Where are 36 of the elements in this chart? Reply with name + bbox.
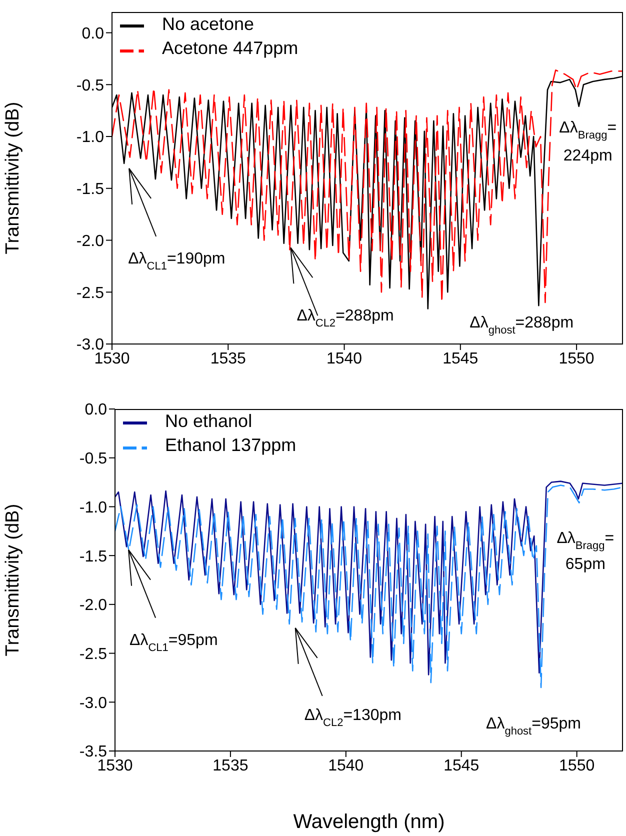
y-tick-label: -2.0	[76, 232, 104, 250]
y-tick-label: 0.0	[82, 25, 104, 42]
x-tick-label: 1550	[558, 350, 594, 368]
x-tick-label: 1535	[212, 757, 248, 774]
x-tick-label: 1540	[326, 350, 362, 368]
legend-label: No acetone	[162, 14, 254, 34]
y-axis-title: Transmittivity (dB)	[2, 504, 24, 656]
annotation: Δλ$_{CL1}$=190pm	[128, 250, 226, 272]
annotation: Δλ$_{ghost}$=95pm	[486, 715, 582, 738]
x-axis-title: Wavelength (nm)	[293, 811, 445, 833]
x-tick-label: 1535	[210, 350, 246, 368]
y-tick-label: -0.5	[76, 77, 104, 94]
x-tick-label: 1545	[442, 350, 478, 368]
x-tick-label: 1540	[328, 757, 364, 774]
y-tick-label: -2.5	[79, 646, 108, 663]
y-tick-label: -1.5	[79, 548, 108, 566]
annotation: Δλ$_{CL2}$=288pm	[296, 308, 394, 330]
annotation: Δλ$_{ghost}$=288pm	[470, 314, 574, 337]
annotation: Δλ$_{Bragg}$=224pm	[559, 119, 617, 164]
y-tick-label: -3.0	[79, 694, 108, 712]
x-tick-label: 1545	[444, 757, 480, 774]
legend-label: Acetone 447ppm	[162, 38, 298, 58]
legend-label: No ethanol	[165, 411, 252, 431]
y-axis-title: Transmittivity (dB)	[2, 102, 24, 254]
y-tick-label: 0.0	[84, 402, 108, 419]
y-tick-label: -2.0	[79, 597, 108, 614]
legend-label: Ethanol 137ppm	[165, 435, 296, 456]
y-tick-label: -1.0	[76, 129, 104, 146]
annotation: Δλ$_{CL2}$=130pm	[304, 706, 402, 729]
y-tick-label: -1.5	[76, 181, 104, 198]
annotation: Δλ$_{Bragg}$=65pm	[556, 530, 614, 573]
annotation: Δλ$_{CL1}$=95pm	[130, 632, 218, 654]
y-tick-label: -1.0	[79, 499, 108, 516]
y-tick-label: -2.5	[76, 284, 104, 302]
x-tick-label: 1550	[559, 757, 595, 774]
y-tick-label: -0.5	[79, 450, 108, 468]
